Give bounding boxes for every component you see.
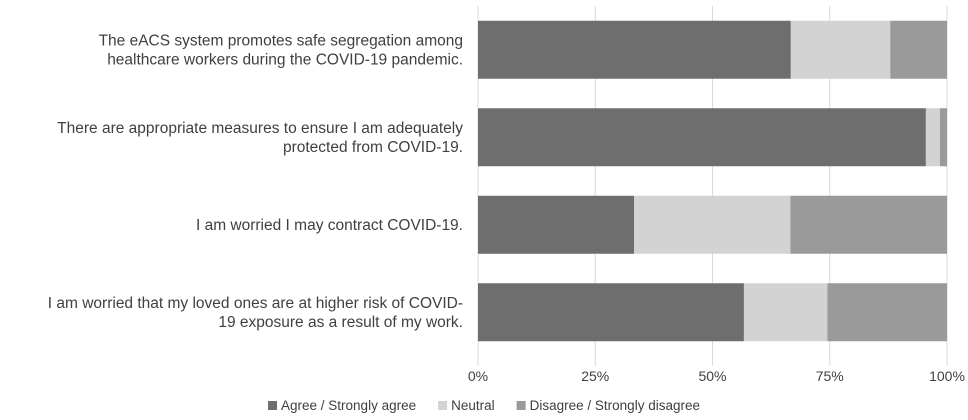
category-label-line: There are appropriate measures to ensure… [57, 120, 463, 137]
category-label-line: The eACS system promotes safe segregatio… [99, 32, 463, 49]
category-label-line: healthcare workers during the COVID-19 p… [107, 51, 463, 68]
bar-segment [890, 20, 947, 79]
bar-segment [827, 283, 947, 342]
x-tick-label: 100% [929, 368, 965, 384]
x-tick-label: 75% [816, 368, 844, 384]
legend-swatch [516, 401, 526, 410]
bar-segment [478, 108, 926, 167]
bar-segment [478, 195, 635, 254]
bar-segment [925, 108, 940, 167]
x-tick-label: 0% [468, 368, 488, 384]
bar-segment [790, 195, 947, 254]
category-label-line: I am worried that my loved ones are at h… [48, 295, 463, 312]
legend-swatch [438, 401, 448, 410]
bar-segment [743, 283, 828, 342]
bar-segment [939, 108, 947, 167]
category-label-line: 19 exposure as a result of my work. [218, 314, 463, 331]
category-label: There are appropriate measures to ensure… [57, 120, 463, 156]
bar-segment [634, 195, 791, 254]
x-axis-tick-labels: 0% 25% 50% 75% 100% [468, 368, 965, 384]
legend-swatch [268, 401, 278, 410]
category-label-line: protected from COVID-19. [283, 139, 463, 156]
category-label: The eACS system promotes safe segregatio… [99, 32, 463, 68]
category-labels: The eACS system promotes safe segregatio… [48, 32, 463, 331]
legend-label: Disagree / Strongly disagree [530, 398, 700, 413]
bar-segment [478, 20, 791, 79]
legend-label: Agree / Strongly agree [281, 398, 416, 413]
x-tick-label: 50% [698, 368, 726, 384]
category-label-line: I am worried I may contract COVID-19. [196, 217, 463, 234]
bar-segment [478, 283, 744, 342]
category-label: I am worried I may contract COVID-19. [196, 217, 463, 234]
legend-label: Neutral [451, 398, 495, 413]
category-label: I am worried that my loved ones are at h… [48, 295, 463, 331]
bars [478, 20, 947, 342]
x-tick-label: 25% [581, 368, 609, 384]
bar-segment [790, 20, 891, 79]
legend: Agree / Strongly agree Neutral Disagree / … [268, 398, 700, 413]
